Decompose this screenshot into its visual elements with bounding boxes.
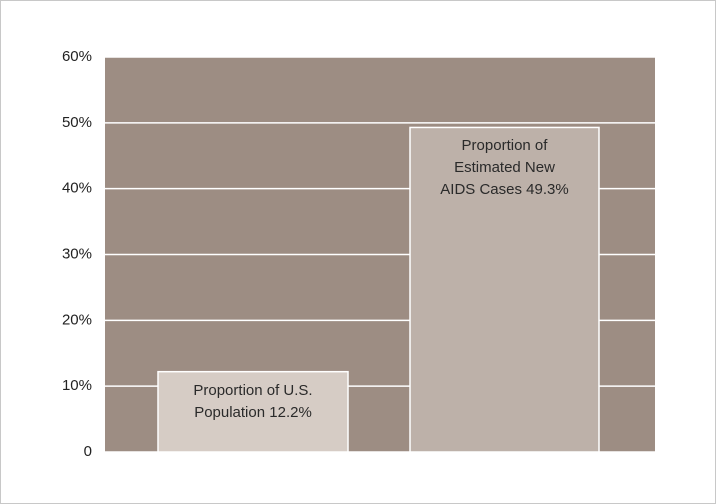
bar-label: Proportion of U.S. Population 12.2%: [178, 380, 328, 424]
y-tick-label: 30%: [62, 245, 92, 262]
category-label: Proportion of U.S. Population: [193, 381, 313, 421]
bar: [409, 126, 600, 453]
value-label: 12.2%: [269, 403, 312, 421]
category-label: Proportion of Estimated New AIDS Cases: [440, 137, 555, 199]
bar-label: Proportion of Estimated New AIDS Cases 4…: [439, 135, 571, 201]
y-tick-label: 50%: [62, 114, 92, 131]
y-tick-label: 20%: [62, 311, 92, 328]
y-tick-label: 60%: [62, 48, 92, 65]
y-tick-label: 40%: [62, 180, 92, 197]
value-label: 49.3%: [526, 181, 569, 199]
bar: [157, 370, 349, 453]
y-tick-label: 10%: [62, 377, 92, 394]
y-tick-label: 0: [84, 443, 92, 460]
